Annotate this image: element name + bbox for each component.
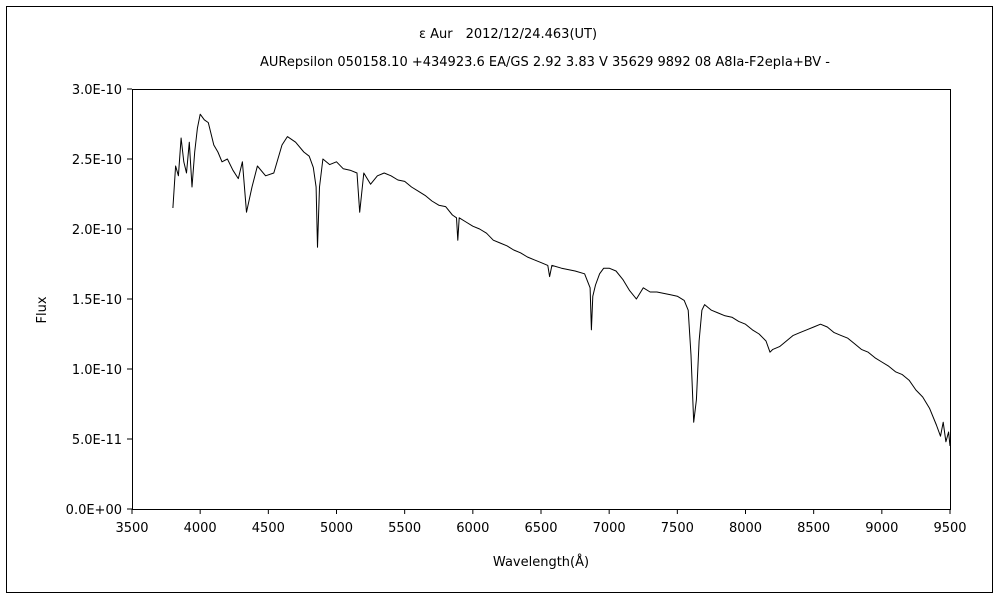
plot-area	[132, 89, 951, 510]
x-tick-label: 6500	[524, 521, 557, 536]
y-tick-label: 1.5E-10	[72, 293, 122, 308]
y-tick-label: 5.0E-11	[72, 433, 122, 448]
chart-subtitle: AURepsilon 050158.10 +434923.6 EA/GS 2.9…	[260, 55, 830, 70]
x-axis: 3500 4000 4500 5000 5500 6000 6500 7000 7500 8000…	[115, 509, 967, 536]
y-tick-label: 1.0E-10	[72, 363, 122, 378]
y-tick-label: 2.0E-10	[72, 223, 122, 238]
x-tick-label: 3500	[115, 521, 148, 536]
x-tick-label: 5000	[320, 521, 353, 536]
x-tick-label: 7500	[661, 521, 694, 536]
x-tick-label: 4500	[252, 521, 285, 536]
x-tick-label: 5500	[388, 521, 421, 536]
x-tick-label: 9000	[865, 521, 898, 536]
y-axis-title: Flux	[35, 296, 50, 323]
x-tick-label: 8500	[797, 521, 830, 536]
x-tick-label: 9500	[933, 521, 966, 536]
series-line	[172, 113, 951, 447]
x-tick-label: 8000	[729, 521, 762, 536]
x-tick-label: 6000	[456, 521, 489, 536]
x-axis-title: Wavelength(Å)	[493, 554, 589, 570]
y-tick-label: 0.0E+00	[66, 503, 122, 518]
y-tick-label: 2.5E-10	[72, 153, 122, 168]
x-tick-label: 4000	[184, 521, 217, 536]
y-axis: 0.0E+00 5.0E-11 1.0E-10 1.5E-10 2.0E-10 2.5E-…	[66, 83, 132, 518]
chart-title: ε Aur 2012/12/24.463(UT)	[419, 27, 597, 42]
x-tick-label: 7000	[593, 521, 626, 536]
y-tick-label: 3.0E-10	[72, 83, 122, 98]
